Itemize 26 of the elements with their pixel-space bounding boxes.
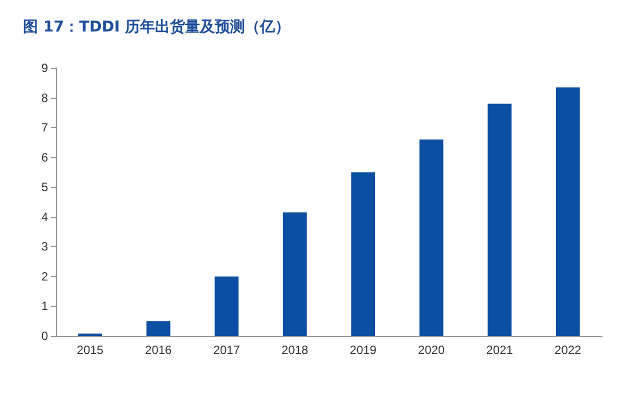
y-tick-label: 1: [41, 299, 48, 314]
x-tick-label: 2017: [213, 343, 240, 357]
bar: [488, 104, 512, 336]
bar: [556, 87, 580, 336]
x-tick-label: 2020: [418, 343, 446, 357]
bar: [146, 321, 170, 336]
chart-title: 图 17：TDDI 历年出货量及预测（亿）: [23, 18, 290, 36]
y-tick-label: 2: [41, 269, 48, 284]
x-tick-label: 2015: [76, 343, 104, 357]
x-tick-label: 2016: [145, 343, 172, 357]
bar: [282, 212, 307, 336]
x-tick-label: 2022: [554, 343, 582, 357]
x-tick-label: 2021: [486, 343, 514, 357]
y-tick-label: 4: [41, 210, 48, 224]
y-tick-label: 5: [41, 180, 48, 194]
y-tick-label: 9: [41, 61, 48, 75]
bar: [214, 276, 239, 336]
y-tick-label: 7: [41, 120, 48, 135]
x-tick-label: 2019: [350, 343, 377, 357]
bar: [351, 172, 376, 336]
y-tick-label: 3: [41, 240, 48, 254]
y-tick-label: 6: [41, 150, 48, 164]
y-tick-label: 0: [41, 329, 48, 343]
x-tick-label: 2018: [282, 343, 309, 357]
bar: [419, 139, 444, 336]
y-tick-label: 8: [41, 90, 48, 105]
